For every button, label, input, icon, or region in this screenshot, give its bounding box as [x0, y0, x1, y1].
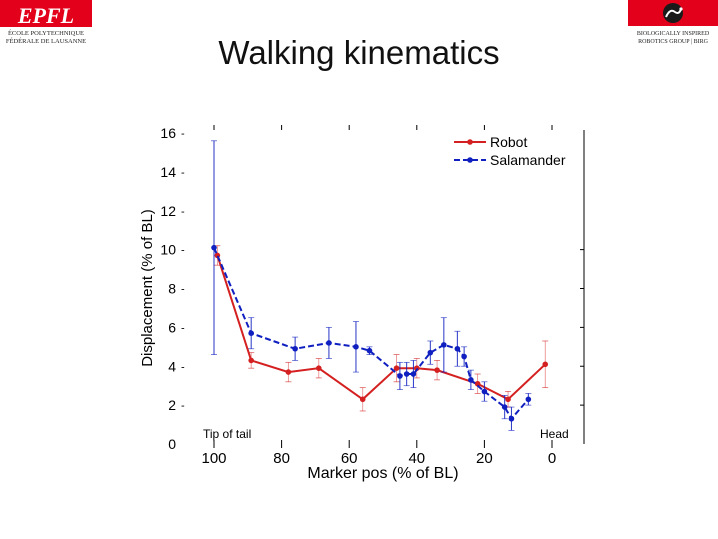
- salamander-point: [211, 244, 217, 251]
- robot-point: [315, 365, 322, 371]
- legend-robot-marker: [467, 139, 473, 145]
- legend-robot-label: Robot: [490, 134, 527, 150]
- y-tick-mark: -: [181, 322, 185, 334]
- robot-point: [393, 365, 400, 371]
- salamander-point: [326, 340, 332, 346]
- y-tick-label: 14: [160, 164, 176, 180]
- x-tick-label: 0: [548, 450, 556, 467]
- salamander-point: [410, 371, 417, 377]
- robot-point: [434, 367, 440, 373]
- y-tick-label: 4: [168, 358, 176, 374]
- y-axis-label: Displacement (% of BL): [139, 209, 156, 367]
- salamander-point: [427, 349, 434, 356]
- y-tick-mark: -: [181, 400, 185, 412]
- annotation-tail: Tip of tail: [203, 427, 251, 441]
- svg-text:ÉCOLE POLYTECHNIQUE: ÉCOLE POLYTECHNIQUE: [8, 29, 84, 37]
- y-tick-mark: -: [181, 284, 185, 296]
- salamander-point: [353, 344, 359, 350]
- svg-text:BIOLOGICALLY INSPIRED: BIOLOGICALLY INSPIRED: [637, 31, 710, 37]
- salamander-point: [397, 373, 403, 379]
- salamander-point: [454, 345, 461, 352]
- y-tick-label: 8: [168, 281, 176, 297]
- slide-title: Walking kinematics: [218, 34, 500, 71]
- y-tick-label: 12: [160, 203, 176, 219]
- y-tick-label: 10: [160, 242, 176, 258]
- y-tick-label: 6: [168, 319, 176, 335]
- robot-point: [285, 369, 292, 375]
- robot-point: [359, 396, 366, 403]
- y-tick-label: 0: [168, 436, 176, 452]
- birg-logo: BIOLOGICALLY INSPIRED ROBOTICS GROUP | B…: [628, 0, 718, 45]
- y-tick-mark: -: [181, 128, 185, 140]
- svg-text:ROBOTICS GROUP | BIRG: ROBOTICS GROUP | BIRG: [638, 39, 708, 45]
- x-tick-label: 60: [341, 450, 358, 467]
- x-tick-label: 80: [273, 450, 290, 467]
- legend-salamander-marker: [467, 157, 473, 163]
- salamander-point: [366, 347, 373, 354]
- y-tick-label: 16: [160, 125, 176, 141]
- salamander-point: [461, 353, 467, 360]
- x-axis-label: Marker pos (% of BL): [307, 465, 458, 482]
- robot-point: [542, 361, 549, 368]
- salamander-point: [441, 342, 447, 348]
- robot-point: [474, 380, 481, 387]
- robot-point: [248, 357, 254, 364]
- salamander-point: [403, 371, 410, 377]
- salamander-point: [508, 415, 515, 422]
- x-tick-label: 40: [408, 450, 425, 467]
- legend-salamander-label: Salamander: [490, 152, 566, 168]
- salamander-point: [525, 396, 532, 403]
- y-tick-mark: -: [181, 206, 185, 218]
- salamander-point: [292, 345, 298, 352]
- salamander-point: [248, 330, 254, 337]
- y-tick-mark: -: [181, 245, 185, 257]
- epfl-logo: EPFL ÉCOLE POLYTECHNIQUE FÉDÉRALE DE LAU…: [0, 0, 92, 45]
- svg-text:EPFL: EPFL: [17, 3, 74, 28]
- salamander-point: [468, 377, 474, 383]
- y-tick-mark: -: [181, 167, 185, 179]
- y-tick-label: 2: [168, 397, 176, 413]
- robot-line: [216, 255, 546, 401]
- x-tick-label: 20: [476, 450, 493, 467]
- x-tick-label: 100: [201, 450, 226, 467]
- salamander-line: [213, 247, 530, 421]
- salamander-point: [481, 388, 488, 395]
- annotation-head: Head: [540, 427, 569, 441]
- y-tick-mark: -: [181, 361, 185, 373]
- svg-text:FÉDÉRALE DE LAUSANNE: FÉDÉRALE DE LAUSANNE: [6, 37, 86, 45]
- salamander-point: [501, 404, 508, 410]
- robot-point: [505, 396, 511, 403]
